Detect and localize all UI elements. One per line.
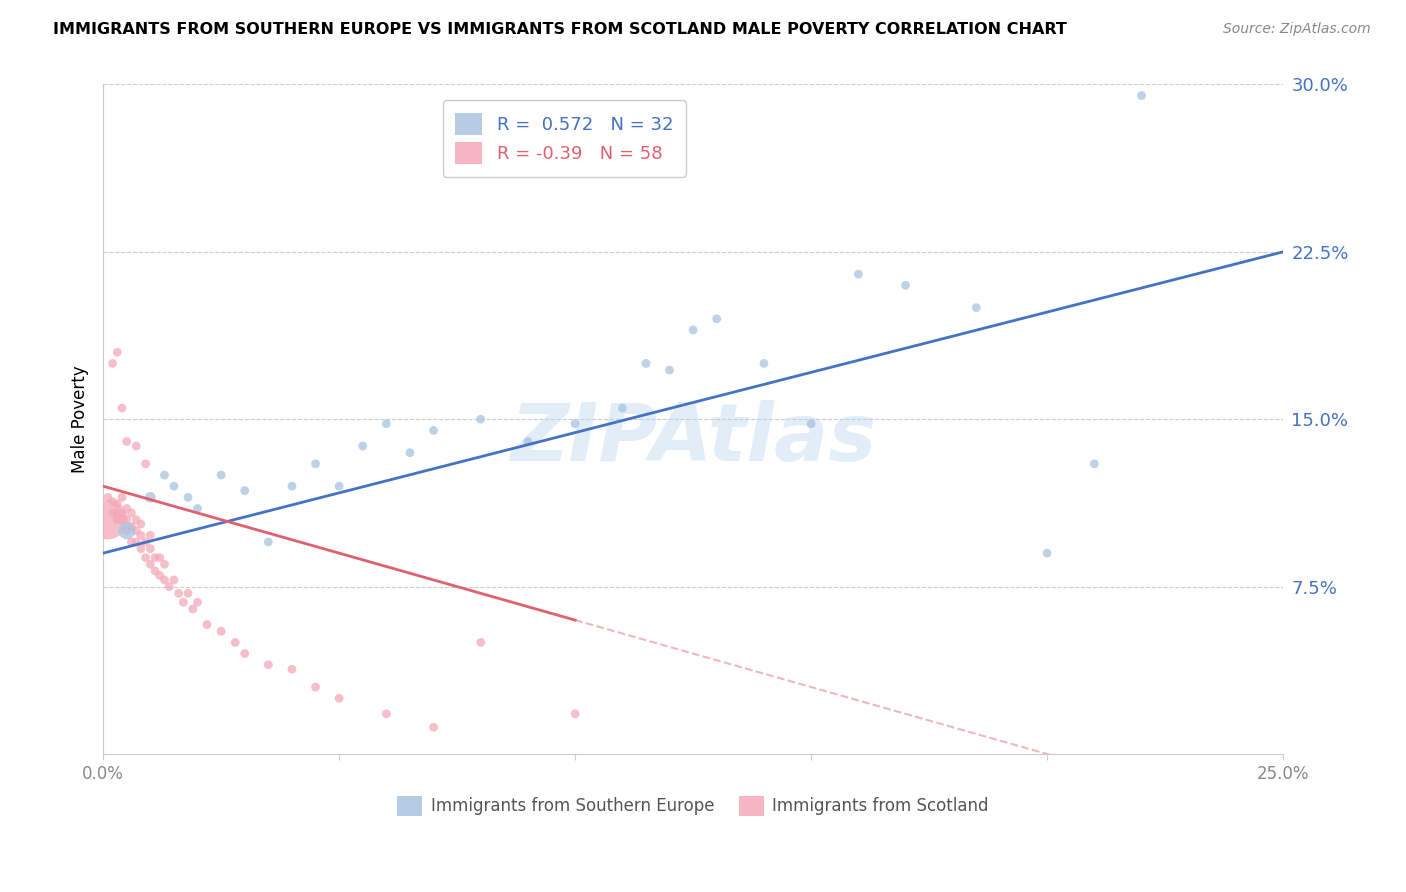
Point — [304, 457, 326, 471]
Point — [163, 573, 186, 587]
Point — [186, 595, 208, 609]
Point — [209, 468, 232, 483]
Point — [125, 439, 148, 453]
Point — [129, 541, 152, 556]
Point — [634, 356, 657, 370]
Point — [149, 550, 172, 565]
Point — [129, 517, 152, 532]
Text: Source: ZipAtlas.com: Source: ZipAtlas.com — [1223, 22, 1371, 37]
Point — [105, 513, 128, 527]
Point — [101, 356, 124, 370]
Point — [177, 586, 200, 600]
Point — [352, 439, 374, 453]
Point — [135, 550, 157, 565]
Point — [135, 457, 157, 471]
Point — [105, 497, 128, 511]
Point — [139, 491, 162, 505]
Text: IMMIGRANTS FROM SOUTHERN EUROPE VS IMMIGRANTS FROM SCOTLAND MALE POVERTY CORRELA: IMMIGRANTS FROM SOUTHERN EUROPE VS IMMIG… — [53, 22, 1067, 37]
Point — [149, 568, 172, 582]
Point — [111, 506, 134, 520]
Point — [257, 535, 280, 549]
Point — [172, 595, 194, 609]
Point — [105, 506, 128, 520]
Point — [224, 635, 246, 649]
Point — [281, 479, 304, 493]
Point — [115, 501, 138, 516]
Point — [965, 301, 987, 315]
Point — [125, 513, 148, 527]
Point — [163, 479, 186, 493]
Point — [1036, 546, 1059, 560]
Y-axis label: Male Poverty: Male Poverty — [72, 366, 89, 473]
Point — [157, 580, 180, 594]
Point — [139, 528, 162, 542]
Point — [101, 495, 124, 509]
Point — [111, 401, 134, 415]
Point — [143, 550, 166, 565]
Point — [186, 501, 208, 516]
Point — [97, 491, 120, 505]
Point — [281, 662, 304, 676]
Point — [612, 401, 634, 415]
Point — [233, 647, 256, 661]
Point — [1083, 457, 1105, 471]
Point — [120, 535, 142, 549]
Point — [470, 635, 492, 649]
Point — [516, 434, 538, 449]
Point — [153, 573, 176, 587]
Point — [1130, 88, 1153, 103]
Point — [111, 491, 134, 505]
Point — [564, 706, 586, 721]
Point — [111, 513, 134, 527]
Point — [115, 434, 138, 449]
Point — [422, 423, 444, 437]
Point — [139, 558, 162, 572]
Point — [233, 483, 256, 498]
Point — [125, 535, 148, 549]
Point — [328, 691, 350, 706]
Legend: Immigrants from Southern Europe, Immigrants from Scotland: Immigrants from Southern Europe, Immigra… — [391, 789, 995, 822]
Point — [115, 524, 138, 538]
Point — [120, 506, 142, 520]
Point — [894, 278, 917, 293]
Point — [135, 535, 157, 549]
Point — [304, 680, 326, 694]
Point — [846, 267, 869, 281]
Point — [375, 706, 398, 721]
Point — [195, 617, 218, 632]
Point — [375, 417, 398, 431]
Point — [129, 528, 152, 542]
Point — [752, 356, 775, 370]
Point — [257, 657, 280, 672]
Point — [177, 491, 200, 505]
Point — [97, 513, 120, 527]
Point — [328, 479, 350, 493]
Point — [115, 513, 138, 527]
Point — [125, 524, 148, 538]
Point — [706, 311, 728, 326]
Point — [470, 412, 492, 426]
Point — [422, 720, 444, 734]
Point — [101, 506, 124, 520]
Text: ZIPAtlas: ZIPAtlas — [510, 401, 876, 478]
Point — [682, 323, 704, 337]
Point — [120, 519, 142, 533]
Point — [139, 541, 162, 556]
Point — [167, 586, 190, 600]
Point — [153, 468, 176, 483]
Point — [800, 417, 823, 431]
Point — [143, 564, 166, 578]
Point — [153, 558, 176, 572]
Point — [209, 624, 232, 639]
Point — [115, 524, 138, 538]
Point — [658, 363, 681, 377]
Point — [564, 417, 586, 431]
Point — [399, 446, 422, 460]
Point — [105, 345, 128, 359]
Point — [181, 602, 204, 616]
